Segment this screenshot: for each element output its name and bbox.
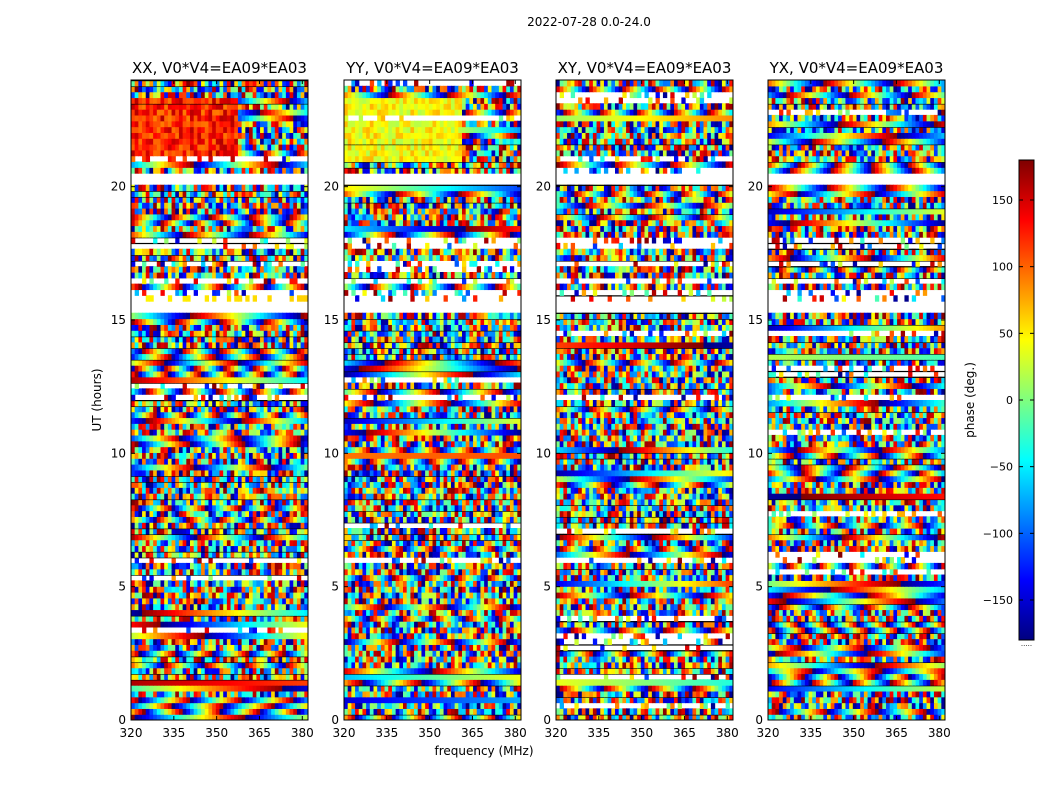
- x-tick-label: 380: [504, 726, 527, 740]
- panel-yx: YX, V0*V4=EA09*EA03 320 335 350 365 380 0 5 10 15…: [748, 59, 951, 740]
- panel-xy: XY, V0*V4=EA09*EA03 320 335 350 365 380 0 5 10 15…: [536, 59, 739, 740]
- panel-frame: [130, 79, 309, 721]
- y-tick-label: 5: [118, 580, 126, 594]
- x-tick-label: 320: [333, 726, 356, 740]
- y-tick-label: 0: [755, 713, 763, 727]
- x-tick-label: 335: [162, 726, 185, 740]
- x-tick-label: 335: [587, 726, 610, 740]
- y-tick-label: 20: [748, 180, 763, 194]
- y-tick-label: 10: [111, 446, 126, 460]
- y-tick-label: 15: [324, 313, 339, 327]
- panel-yy: YY, V0*V4=EA09*EA03 320 335 350 365 380 0 5 10 15…: [324, 59, 527, 740]
- panel-frame: [767, 79, 946, 721]
- x-tick-label: 320: [545, 726, 568, 740]
- panel-title: XY, V0*V4=EA09*EA03: [558, 59, 732, 77]
- colorbar-tick-label: 50: [999, 327, 1013, 340]
- panel-frame: [555, 79, 734, 721]
- y-tick-label: 0: [118, 713, 126, 727]
- y-tick-label: 5: [755, 580, 763, 594]
- y-tick-label: 0: [331, 713, 339, 727]
- heatmap-cells: [768, 80, 945, 720]
- y-tick-label: 20: [111, 180, 126, 194]
- x-tick-label: 350: [630, 726, 653, 740]
- panels: XX, V0*V4=EA09*EA03 320 335 350 365 380 0 5 10 15…: [111, 59, 951, 740]
- colorbar-label: phase (deg.): [963, 362, 977, 438]
- x-tick-label: 365: [461, 726, 484, 740]
- x-tick-label: 350: [418, 726, 441, 740]
- x-axis-label: frequency (MHz): [434, 744, 533, 758]
- heatmap-cells: [344, 80, 521, 720]
- panel-title: YX, V0*V4=EA09*EA03: [769, 59, 944, 77]
- y-tick-label: 15: [536, 313, 551, 327]
- colorbar-tick-label: 0: [1006, 394, 1013, 407]
- y-tick-label: 20: [536, 180, 551, 194]
- colorbar-tick-label: 100: [992, 261, 1013, 274]
- y-axis-label: UT (hours): [90, 368, 104, 431]
- colorbar: 150 100 50 0 −50 −100 −150 phase (deg.) ·····: [963, 159, 1035, 650]
- x-tick-label: 365: [885, 726, 908, 740]
- y-tick-label: 10: [748, 446, 763, 460]
- x-tick-label: 335: [375, 726, 398, 740]
- y-tick-label: 20: [324, 180, 339, 194]
- colorbar-tick-label: 150: [992, 194, 1013, 207]
- heatmap-cells: [556, 80, 733, 720]
- colorbar-footnote: ·····: [1021, 642, 1032, 650]
- x-tick-label: 380: [291, 726, 314, 740]
- y-tick-label: 15: [111, 313, 126, 327]
- y-tick-label: 10: [324, 446, 339, 460]
- heatmap-cells: [131, 80, 308, 720]
- panel-title: YY, V0*V4=EA09*EA03: [345, 59, 519, 77]
- colorbar-tick-label: −150: [983, 594, 1013, 607]
- y-tick-label: 5: [543, 580, 551, 594]
- x-tick-label: 365: [673, 726, 696, 740]
- y-tick-label: 15: [748, 313, 763, 327]
- panel-title: XX, V0*V4=EA09*EA03: [132, 59, 307, 77]
- panel-xx: XX, V0*V4=EA09*EA03 320 335 350 365 380 0 5 10 15…: [111, 59, 314, 740]
- x-tick-label: 350: [205, 726, 228, 740]
- x-tick-label: 380: [716, 726, 739, 740]
- figure-suptitle: 2022-07-28 0.0-24.0: [527, 15, 651, 29]
- y-tick-label: 5: [331, 580, 339, 594]
- x-tick-label: 380: [928, 726, 951, 740]
- x-tick-label: 350: [842, 726, 865, 740]
- x-tick-label: 320: [120, 726, 143, 740]
- x-tick-label: 320: [757, 726, 780, 740]
- x-tick-label: 335: [799, 726, 822, 740]
- colorbar-tick-label: −100: [983, 527, 1013, 540]
- x-tick-label: 365: [248, 726, 271, 740]
- y-tick-label: 10: [536, 446, 551, 460]
- colorbar-tick-label: −50: [990, 461, 1013, 474]
- panel-frame: [343, 79, 522, 721]
- y-tick-label: 0: [543, 713, 551, 727]
